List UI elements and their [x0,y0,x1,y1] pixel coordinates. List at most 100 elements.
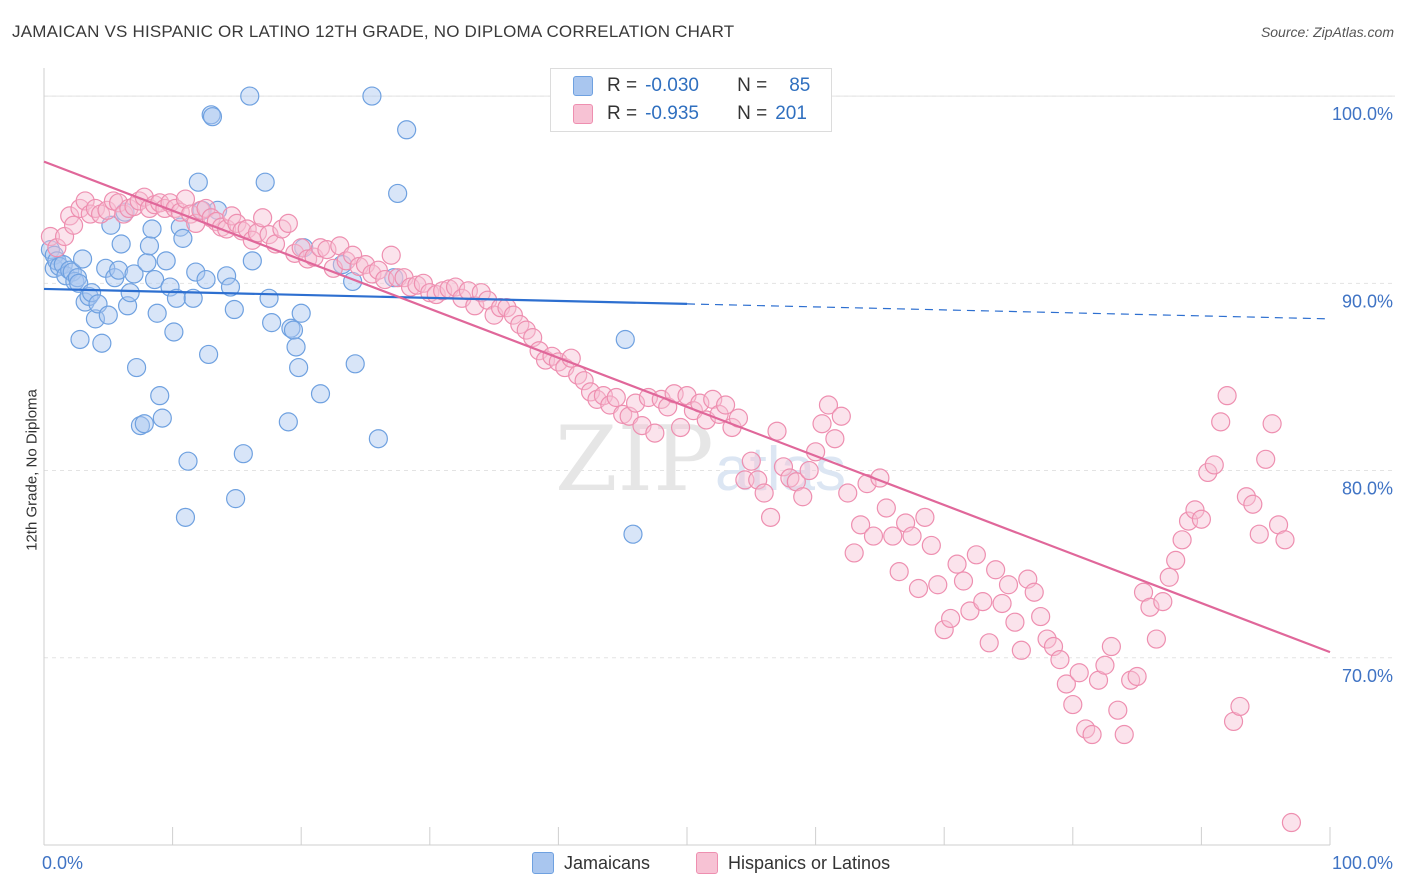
hispanic-point [1153,592,1173,612]
jamaican-point [120,283,140,303]
jamaican-point [220,277,241,297]
legend-swatch-hispanics [696,852,718,874]
legend-n-value: 201 [775,103,807,124]
hispanic-point [825,429,845,449]
y-tick-label: 70.0% [1342,666,1393,686]
hispanic-point [253,208,273,228]
jamaican-point [289,357,309,378]
jamaican-point [156,251,176,271]
jamaican-point [164,322,184,342]
jamaican-point [166,288,187,308]
gridlines [44,95,1395,659]
hispanic-point [1069,663,1089,683]
jamaican-point [255,172,275,192]
jamaican-point [139,236,160,256]
jamaican-point [362,86,382,106]
hispanic-point [831,406,851,426]
legend-item-jamaicans: Jamaicans [532,852,650,874]
tick-labels: 100.0% 90.0% 80.0% 70.0% 0.0% 100.0% [42,104,1393,873]
hispanic-point [883,526,903,546]
jamaican-point [92,333,112,353]
jamaican-point [259,288,279,308]
hispanic-point [471,283,491,303]
hispanic-point [1114,724,1134,745]
jamaican-point [217,266,237,286]
jamaican-point [388,183,408,204]
jamaican-point [202,107,223,127]
hispanic-point [1146,629,1166,649]
hispanic-point [966,545,986,565]
hispanic-point [114,204,134,224]
jamaican-point [170,217,190,237]
hispanic-point [503,305,523,325]
hispanic-point [1011,640,1031,660]
hispanic-point [1024,582,1044,602]
hispanic-point [844,543,864,563]
jamaican-point [124,264,144,284]
jamaican-point [188,172,208,192]
hispanic-point [40,226,61,247]
hispanic-point [108,193,129,213]
hispanic-point [600,395,620,415]
hispanic-point [979,633,999,653]
legend-swatch-jamaicans [532,852,554,874]
jamaican-point [111,234,131,254]
hispanic-point [1275,530,1295,550]
stats-legend: R = -0.030 N = 85 R = -0.935 N = 201 [550,68,832,132]
hispanic-point [1037,629,1057,649]
hispanic-point [953,571,974,591]
hispanic-point [889,562,909,582]
legend-r-label: R = [607,103,638,124]
hispanic-point [1095,655,1115,675]
hispanic-point [793,487,813,507]
jamaicans-trend-line [43,287,688,306]
jamaican-point [147,303,167,323]
hispanic-point [754,483,774,503]
hispanic-point [683,401,704,421]
jamaican-point [240,86,260,106]
hispanic-point [645,423,665,443]
hispanic-point [1185,500,1205,520]
hispanic-point [1127,666,1147,687]
hispanic-point [291,238,311,258]
hispanic-point [812,414,832,434]
chart-title: JAMAICAN VS HISPANIC OR LATINO 12TH GRAD… [12,22,735,41]
hispanic-point [876,498,896,518]
legend-row-jamaicans: R = -0.030 N = 85 [573,75,810,97]
hispanic-point [413,273,433,293]
hispanic-point [947,554,967,574]
jamaican-point [152,408,172,428]
hispanic-point [175,189,196,209]
hispanic-point [381,245,401,265]
hispanic-point [908,578,929,599]
jamaican-point [150,386,170,406]
hispanic-point [445,277,466,297]
jamaican-point [186,262,206,282]
jamaican-point [368,429,388,449]
hispanic-point [928,575,948,595]
legend-n-label: N = [737,75,768,96]
jamaican-point [286,337,306,357]
hispanic-point [388,268,408,288]
bottom-legend: Jamaicans Hispanics or Latinos [0,852,1406,876]
hispanic-point [574,371,594,391]
jamaican-point [233,444,253,464]
jamaican-point [278,412,298,432]
y-tick-label: 100.0% [1332,104,1393,124]
hispanics-points [40,187,1302,833]
jamaicans-trend-extension [686,303,1331,320]
legend-swatch-blue [573,76,593,96]
hispanic-point [973,592,993,612]
hispanic-point [1256,449,1276,469]
legend-label-jamaicans: Jamaicans [564,852,651,873]
jamaican-point [242,251,262,271]
jamaicans-points [40,86,643,544]
hispanic-point [921,535,941,556]
jamaican-point [175,507,196,527]
hispanic-point [1243,494,1263,514]
hispanic-point [368,260,388,280]
jamaican-point [178,451,198,471]
hispanic-point [986,560,1006,580]
jamaican-point [615,329,635,350]
legend-r-value: -0.030 [645,75,699,96]
